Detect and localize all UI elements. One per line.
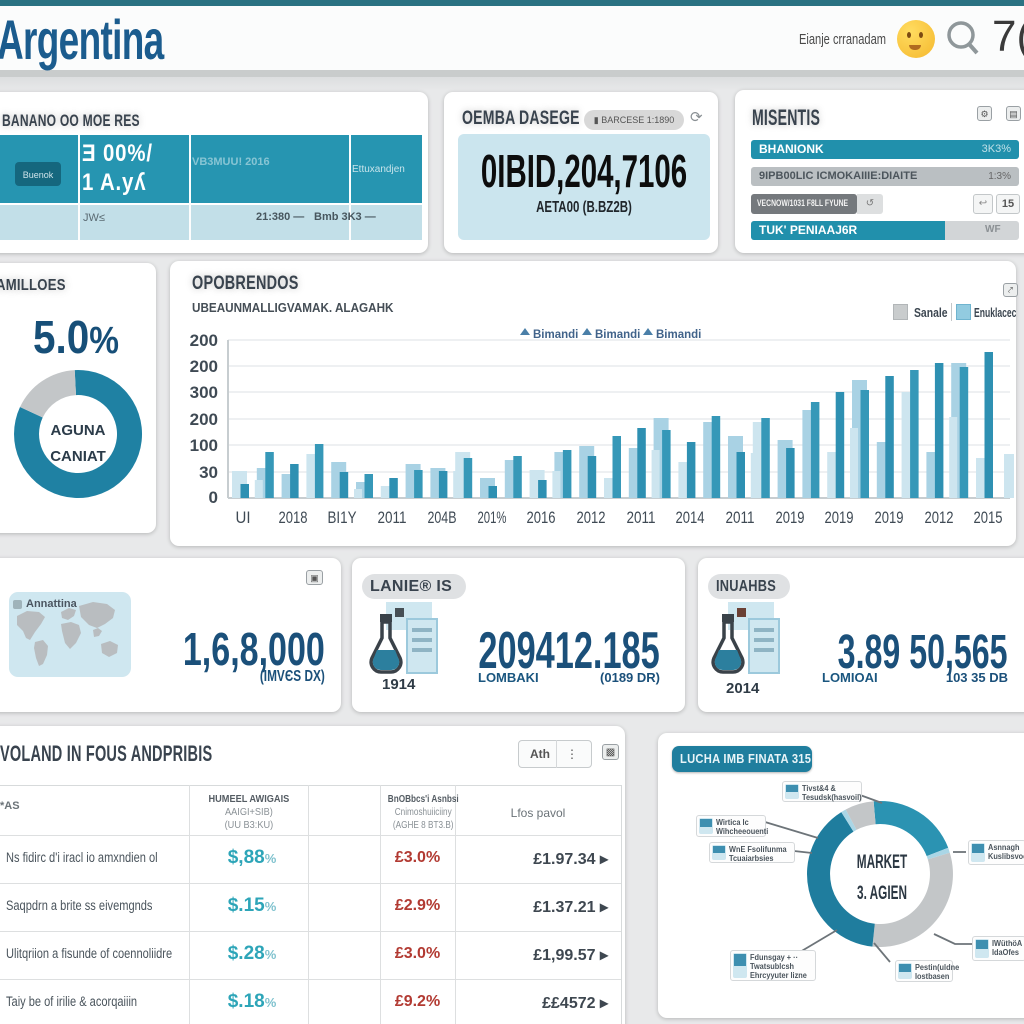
svg-text:2012: 2012 bbox=[577, 508, 606, 527]
svg-text:2019: 2019 bbox=[825, 508, 854, 527]
svg-text:2019: 2019 bbox=[875, 508, 904, 527]
svg-text:201%: 201% bbox=[478, 508, 507, 527]
svg-text:2012: 2012 bbox=[925, 508, 954, 527]
svg-text:200: 200 bbox=[190, 410, 218, 429]
svg-text:30: 30 bbox=[199, 463, 218, 482]
svg-text:2011: 2011 bbox=[627, 508, 656, 527]
svg-text:2011: 2011 bbox=[726, 508, 755, 527]
svg-text:200: 200 bbox=[190, 331, 218, 350]
svg-text:2015: 2015 bbox=[974, 508, 1003, 527]
svg-text:204B: 204B bbox=[428, 508, 457, 527]
svg-text:Bimandi: Bimandi bbox=[533, 329, 578, 341]
svg-text:2018: 2018 bbox=[279, 508, 308, 527]
svg-text:2016: 2016 bbox=[527, 508, 556, 527]
svg-text:100: 100 bbox=[190, 436, 218, 455]
svg-text:Bimandi: Bimandi bbox=[595, 329, 640, 341]
svg-text:2019: 2019 bbox=[776, 508, 805, 527]
svg-text:2011: 2011 bbox=[378, 508, 407, 527]
svg-text:BI1Y: BI1Y bbox=[328, 508, 357, 527]
svg-text:300: 300 bbox=[190, 383, 218, 402]
svg-text:UI: UI bbox=[236, 508, 251, 527]
svg-text:200: 200 bbox=[190, 357, 218, 376]
svg-text:2014: 2014 bbox=[676, 508, 705, 527]
svg-text:Bimandi: Bimandi bbox=[656, 329, 701, 341]
svg-text:0: 0 bbox=[209, 488, 218, 507]
